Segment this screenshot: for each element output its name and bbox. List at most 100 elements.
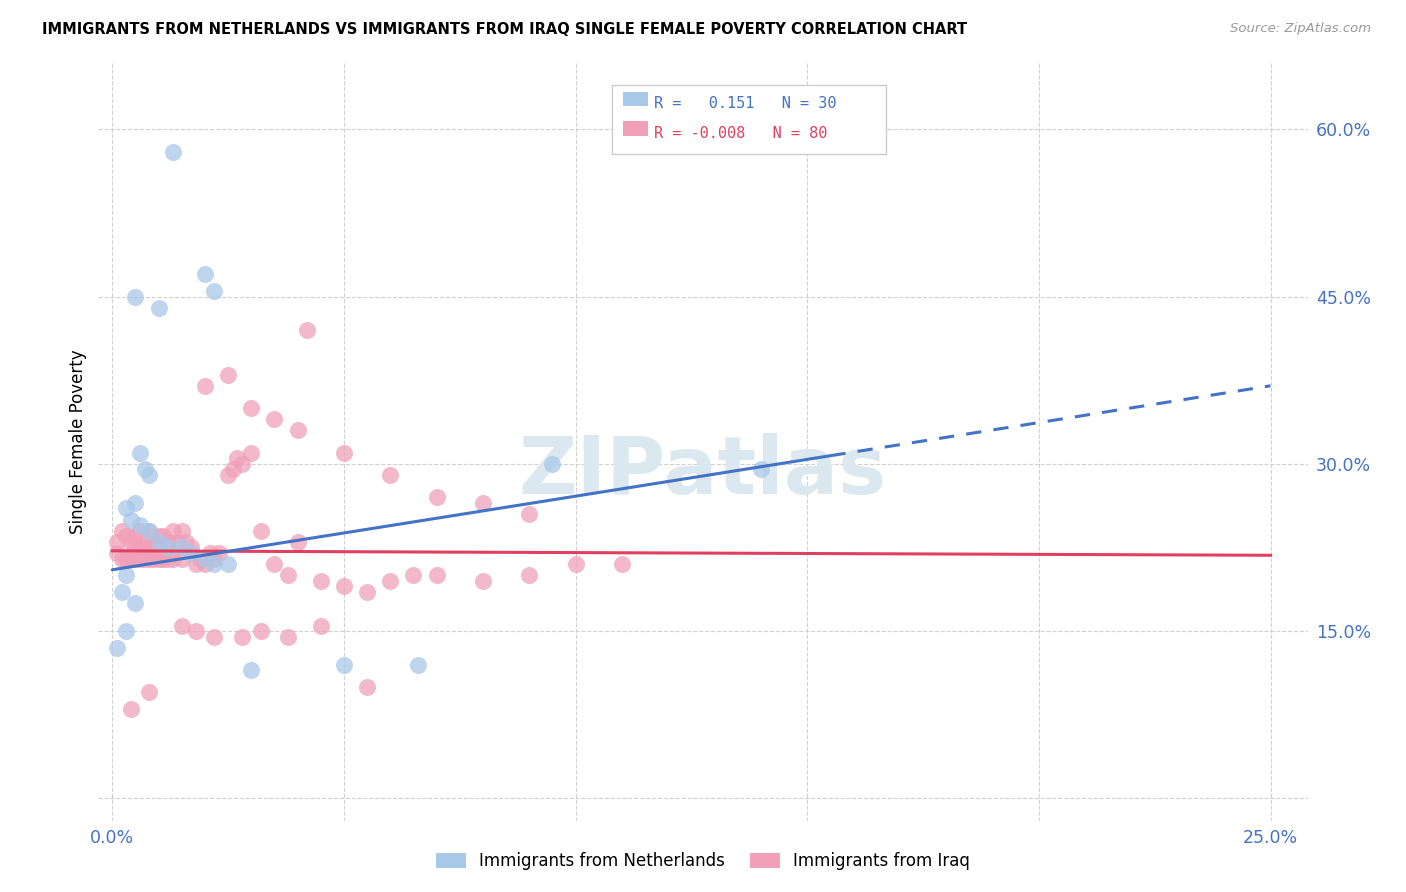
- Text: R =   0.151   N = 30: R = 0.151 N = 30: [654, 96, 837, 112]
- Point: [129, 541, 152, 555]
- Point: [217, 468, 239, 483]
- Point: [240, 401, 263, 416]
- Point: [129, 446, 152, 460]
- Point: [156, 541, 179, 555]
- Point: [105, 546, 128, 560]
- Point: [105, 640, 128, 655]
- Point: [426, 491, 449, 505]
- Point: [138, 524, 160, 538]
- Point: [156, 551, 179, 566]
- Point: [134, 551, 156, 566]
- Point: [105, 535, 128, 549]
- Point: [110, 585, 132, 599]
- Point: [120, 702, 142, 716]
- Point: [356, 585, 378, 599]
- Point: [231, 457, 253, 471]
- Point: [138, 468, 160, 483]
- Point: [176, 535, 198, 549]
- Point: [749, 462, 772, 476]
- Point: [166, 535, 188, 549]
- Point: [115, 551, 138, 566]
- Point: [263, 412, 285, 426]
- Point: [120, 535, 142, 549]
- Point: [124, 496, 146, 510]
- Point: [277, 568, 299, 582]
- Point: [120, 512, 142, 526]
- Point: [287, 535, 309, 549]
- Point: [249, 524, 271, 538]
- Point: [162, 524, 184, 538]
- Point: [222, 462, 245, 476]
- Text: R = -0.008   N = 80: R = -0.008 N = 80: [654, 126, 827, 141]
- Point: [517, 568, 540, 582]
- Point: [162, 145, 184, 159]
- Point: [208, 546, 231, 560]
- Point: [471, 574, 494, 588]
- Point: [333, 446, 356, 460]
- Point: [170, 551, 193, 566]
- Point: [333, 657, 356, 672]
- Point: [124, 289, 146, 303]
- Point: [564, 557, 586, 572]
- Point: [124, 541, 146, 555]
- Point: [380, 574, 402, 588]
- Point: [115, 568, 138, 582]
- Point: [138, 541, 160, 555]
- Point: [194, 557, 217, 572]
- Text: Source: ZipAtlas.com: Source: ZipAtlas.com: [1230, 22, 1371, 36]
- Point: [198, 546, 221, 560]
- Point: [202, 551, 225, 566]
- Point: [356, 680, 378, 694]
- Point: [180, 546, 202, 560]
- Point: [143, 535, 166, 549]
- Point: [129, 518, 152, 533]
- Point: [115, 501, 138, 516]
- Point: [148, 529, 170, 543]
- Point: [184, 557, 207, 572]
- Point: [217, 557, 239, 572]
- Point: [110, 551, 132, 566]
- Point: [129, 524, 152, 538]
- Point: [426, 568, 449, 582]
- Point: [138, 551, 160, 566]
- Point: [263, 557, 285, 572]
- Point: [134, 535, 156, 549]
- Point: [143, 551, 166, 566]
- Text: ZIPatlas: ZIPatlas: [519, 433, 887, 511]
- Point: [517, 507, 540, 521]
- Point: [471, 496, 494, 510]
- Point: [120, 551, 142, 566]
- Point: [202, 557, 225, 572]
- Point: [138, 685, 160, 699]
- Point: [194, 378, 217, 392]
- Point: [217, 368, 239, 382]
- Point: [162, 551, 184, 566]
- Point: [226, 451, 249, 466]
- Point: [124, 596, 146, 610]
- Point: [406, 657, 429, 672]
- Point: [333, 580, 356, 594]
- Point: [148, 551, 170, 566]
- Point: [156, 535, 179, 549]
- Point: [134, 462, 156, 476]
- Point: [194, 268, 217, 282]
- Point: [124, 551, 146, 566]
- Point: [129, 551, 152, 566]
- Point: [541, 457, 564, 471]
- Point: [231, 630, 253, 644]
- Legend: Immigrants from Netherlands, Immigrants from Iraq: Immigrants from Netherlands, Immigrants …: [429, 846, 977, 877]
- Point: [309, 574, 332, 588]
- Point: [148, 535, 170, 549]
- Point: [202, 630, 225, 644]
- Point: [309, 618, 332, 632]
- Point: [148, 301, 170, 315]
- Point: [202, 284, 225, 298]
- Point: [180, 541, 202, 555]
- Point: [115, 529, 138, 543]
- Point: [610, 557, 633, 572]
- Point: [277, 630, 299, 644]
- Point: [240, 663, 263, 677]
- Point: [402, 568, 425, 582]
- Point: [138, 524, 160, 538]
- Y-axis label: Single Female Poverty: Single Female Poverty: [69, 350, 87, 533]
